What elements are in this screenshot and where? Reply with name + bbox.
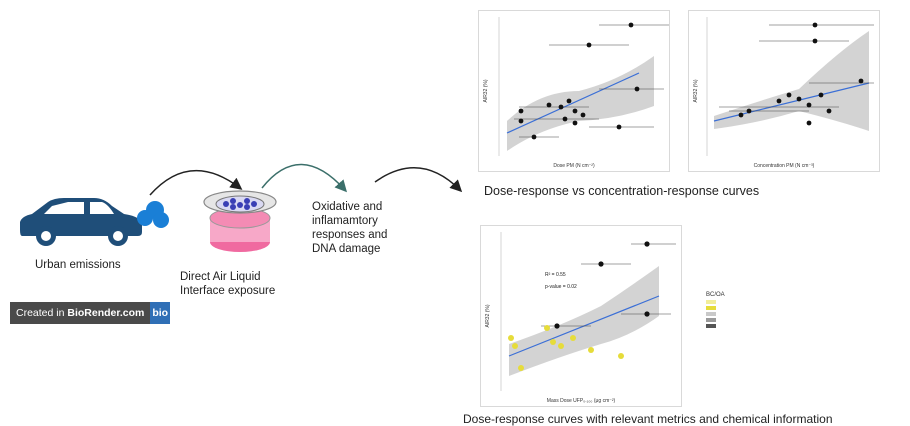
exhaust-cloud-icon <box>137 201 169 228</box>
caption-bottom: Dose-response curves with relevant metri… <box>463 412 833 426</box>
biorender-logo: bio <box>150 302 170 324</box>
badge-prefix: Created in <box>16 307 68 319</box>
car-icon <box>20 198 142 246</box>
plot-mass-dose-response: R² = 0.55 p-value = 0.02 Mass Dose UFP₀.… <box>480 225 682 407</box>
legend-title: BC/OA <box>706 292 725 298</box>
cell-culture-insert-icon <box>203 190 277 252</box>
p1-xlabel: Dose PM (N cm⁻²) <box>553 163 595 169</box>
plot-dose-response: Dose PM (N cm⁻²) AIR32 (%) <box>478 10 670 172</box>
biorender-badge: Created in BioRender.com bio <box>10 302 170 324</box>
badge-brand: BioRender.com <box>67 307 145 319</box>
outcome-line1: Oxidative and <box>312 201 383 213</box>
p3-legend: BC/OA <box>706 292 725 328</box>
p2-ylabel: AIR32 (%) <box>693 79 699 102</box>
plot-concentration-response: Concentration PM (N cm⁻³) AIR32 (%) <box>688 10 880 172</box>
p3-xlabel: Mass Dose UFP₀.₁₀₀ (μg cm⁻²) <box>547 398 616 404</box>
exposure-line2: Interface exposure <box>180 285 276 297</box>
p3-annot-p: p-value = 0.02 <box>545 284 577 290</box>
outcome-label: Oxidative and inflamamtory responses and… <box>312 200 387 256</box>
exposure-label: Direct Air Liquid Interface exposure <box>180 270 275 298</box>
p3-ylabel: AIR32 (%) <box>485 304 491 327</box>
outcome-line4: DNA damage <box>312 243 381 255</box>
outcome-line3: responses and <box>312 229 388 241</box>
outcome-line2: inflamamtory <box>312 215 378 227</box>
exposure-line1: Direct Air Liquid <box>180 271 261 283</box>
caption-top: Dose-response vs concentration-response … <box>484 184 760 198</box>
p2-xlabel: Concentration PM (N cm⁻³) <box>754 163 815 169</box>
urban-emissions-label: Urban emissions <box>35 259 121 271</box>
p1-ylabel: AIR32 (%) <box>483 79 489 102</box>
p3-annot-r2: R² = 0.55 <box>545 272 566 278</box>
